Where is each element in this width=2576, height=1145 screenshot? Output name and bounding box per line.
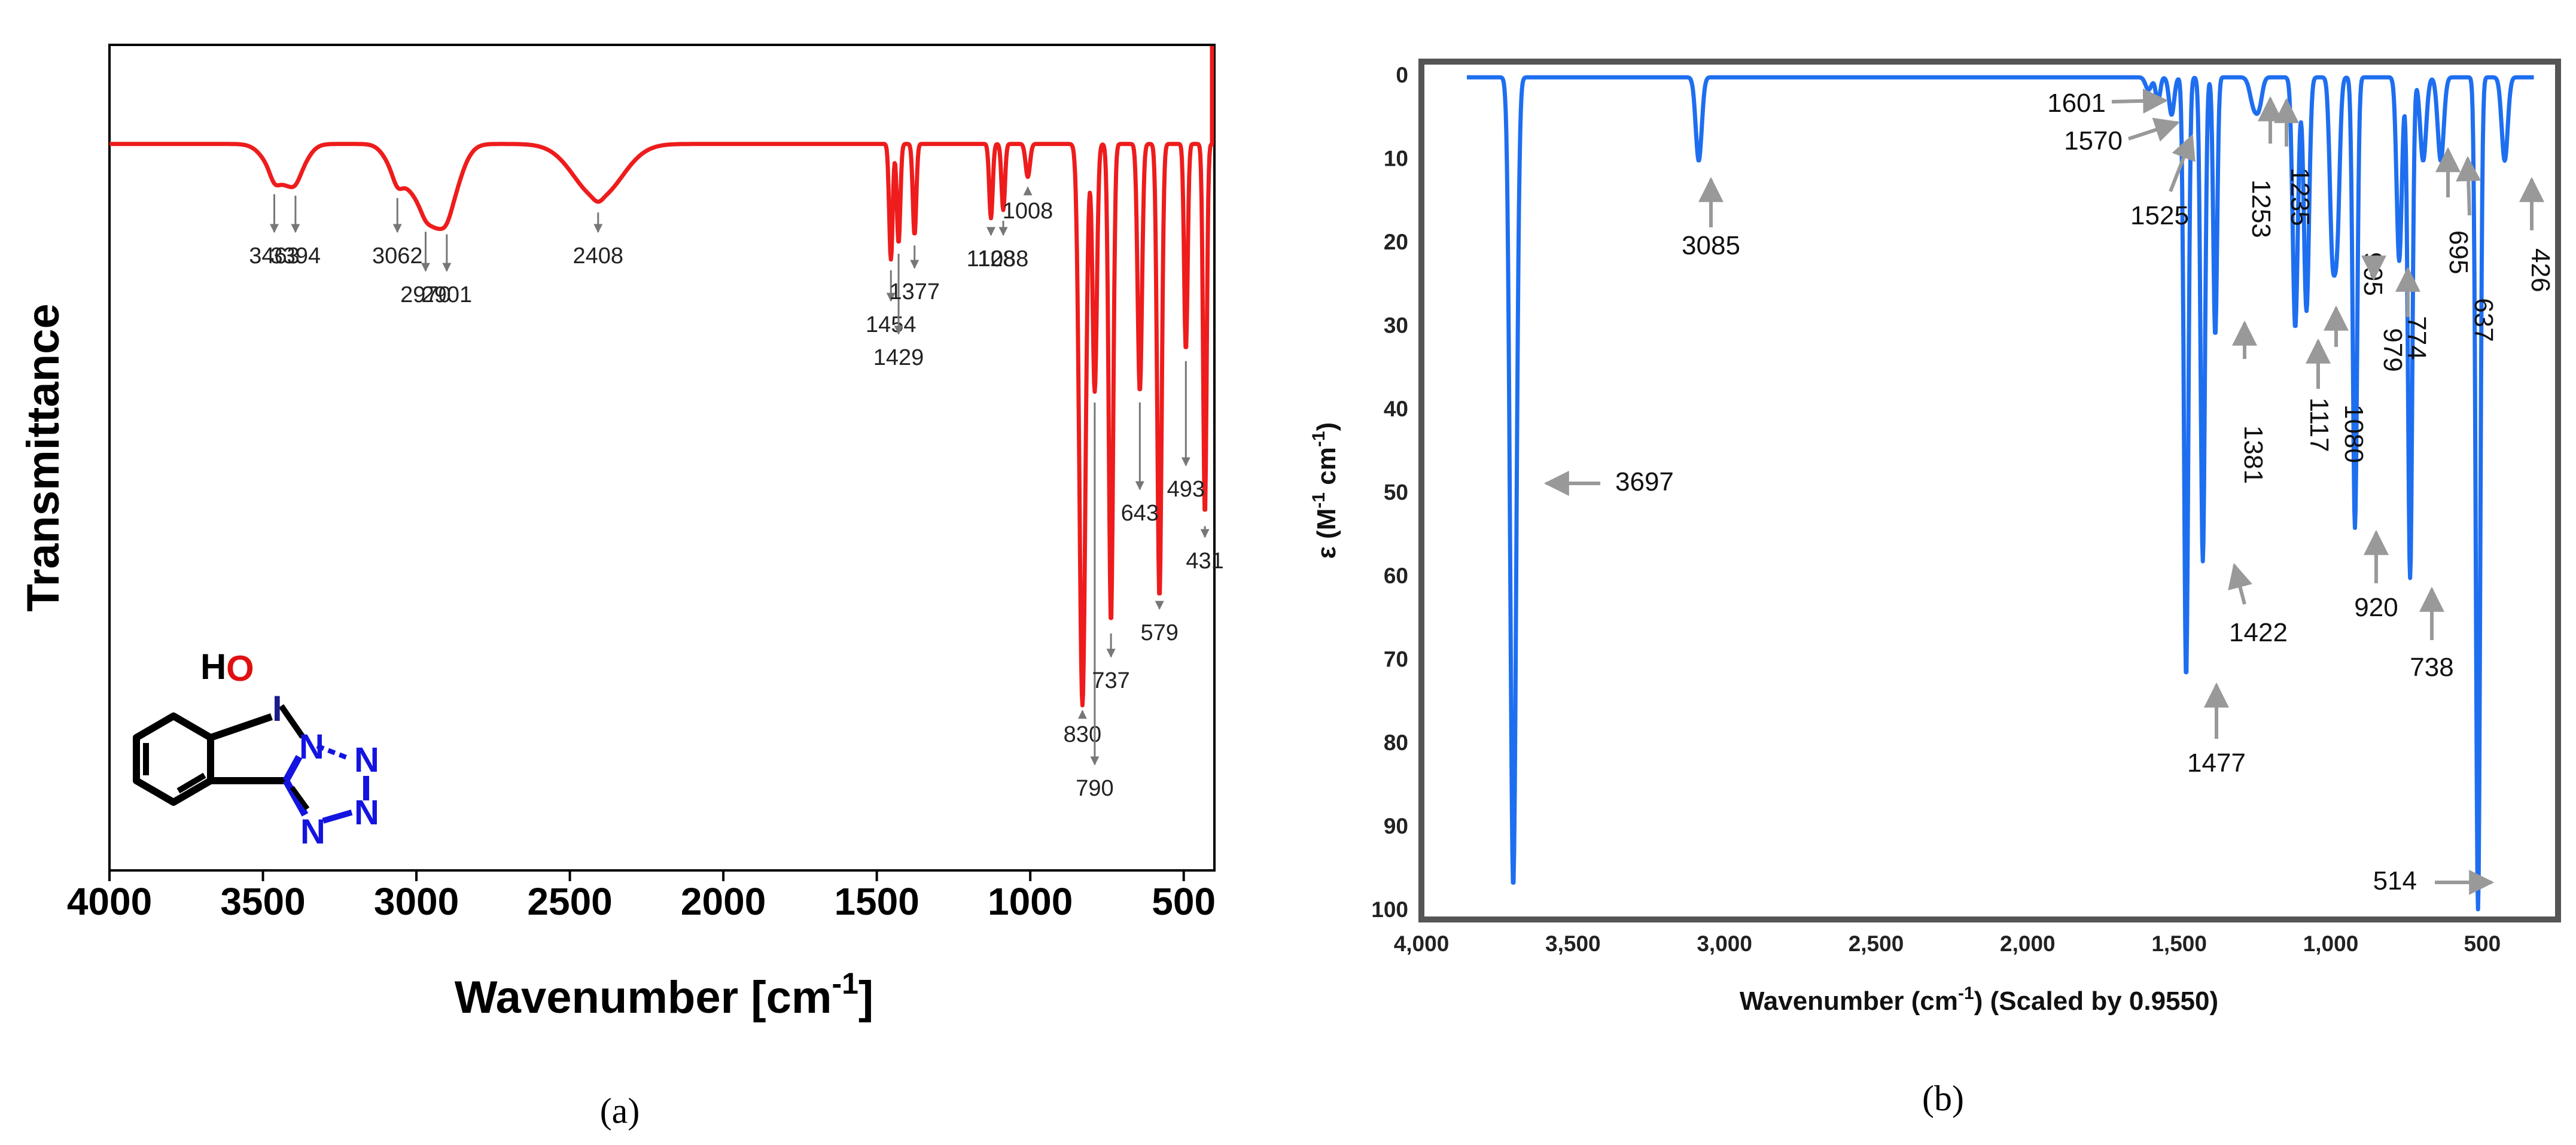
y-axis-label-b: ε (M-1 cm-1) (1309, 422, 1341, 559)
x-axis-label-a: Wavenumber [cm-1] (455, 967, 873, 1023)
peak-label-a: 2901 (422, 282, 473, 307)
x-tick-label-b: 500 (2464, 931, 2501, 956)
peak-label-a: 1454 (866, 312, 916, 337)
peak-label-b: 1422 (2229, 618, 2288, 647)
atom-n3-label: N (354, 793, 379, 832)
y-tick-label-b: 100 (1371, 897, 1408, 922)
spectrum-line-b (1465, 75, 2535, 912)
x-tick-label-b: 3,000 (1697, 931, 1752, 956)
peak-label-a: 790 (1076, 776, 1113, 801)
peak-label-a: 1088 (978, 246, 1029, 272)
peak-label-a: 493 (1167, 477, 1205, 502)
peak-arrow-b (2228, 562, 2252, 605)
peak-label-a: 643 (1121, 501, 1159, 526)
caption-b: (b) (1922, 1079, 1964, 1118)
plot-frame-b (1418, 59, 2561, 922)
y-tick-label-b: 40 (1384, 397, 1408, 421)
y-tick-label-b: 20 (1384, 230, 1408, 254)
peak-label-a: 579 (1140, 620, 1178, 645)
peak-label-b: 1080 (2339, 404, 2368, 463)
peak-label-b: 920 (2354, 593, 2398, 622)
x-tick-label-a: 3000 (374, 880, 459, 923)
peak-label-b: 774 (2402, 316, 2431, 360)
molecule-structure: H O I N N N N (133, 647, 379, 851)
x-tick-label-a: 2500 (527, 880, 612, 923)
peak-label-a: 1008 (1003, 199, 1053, 224)
peak-label-b: 1477 (2187, 748, 2246, 778)
x-tick-label-b: 4,000 (1394, 931, 1450, 956)
y-tick-label-b: 50 (1384, 480, 1408, 505)
x-tick-label-a: 500 (1152, 880, 1216, 923)
peak-label-a: 2970 (400, 282, 451, 307)
y-tick-label-b: 70 (1384, 647, 1408, 672)
atom-n4-label: N (300, 812, 325, 851)
peak-label-a: 431 (1186, 549, 1223, 574)
peak-label-b: 1381 (2239, 425, 2268, 484)
y-tick-label-b: 0 (1396, 63, 1408, 87)
x-tick-label-b: 2,500 (1849, 931, 1904, 956)
peak-label-b: 1235 (2285, 168, 2315, 226)
peak-label-a: 2408 (573, 243, 624, 269)
peak-label-b: 3085 (1682, 231, 1740, 260)
peak-label-a: 1429 (873, 345, 924, 370)
peak-label-b: 1525 (2130, 201, 2189, 230)
x-tick-label-a: 3500 (220, 880, 305, 923)
x-tick-label-a: 4000 (67, 880, 152, 923)
y-axis-label-a: Transmittance (18, 303, 69, 611)
x-axis-ticks-a: 4000 3500 3000 2500 2000 1500 1000 500 (67, 870, 1216, 923)
peak-label-b: 1570 (2064, 126, 2123, 156)
peak-label-a: 3062 (372, 243, 423, 269)
y-tick-label-b: 80 (1384, 730, 1408, 755)
peak-label-b: 1601 (2047, 89, 2106, 118)
panel-a: 4000 3500 3000 2500 2000 1500 1000 500 34633394… (18, 44, 1224, 1131)
y-tick-label-b: 10 (1384, 147, 1408, 171)
x-tick-label-b: 2,000 (2000, 931, 2056, 956)
x-axis-ticks-b: 4,000 3,500 3,000 2,500 2,000 1,500 1,000 500 (1394, 931, 2501, 956)
peak-annotations-b: 3697 3085 1601 1570 1525 1477 1422 1381 1253 1235… (1543, 88, 2555, 896)
peak-label-a: 1377 (889, 279, 940, 304)
y-axis-ticks-b: 0 10 20 30 40 50 60 70 80 90 100 (1371, 63, 1408, 922)
panel-b: 0 10 20 30 40 50 60 70 80 90 100 4,000 3,500 3,000 2,… (1309, 59, 2561, 1118)
atom-n2-label: N (354, 741, 379, 779)
caption-a: (a) (600, 1091, 640, 1131)
peak-label-b: 514 (2373, 866, 2417, 896)
x-tick-label-b: 3,500 (1545, 931, 1601, 956)
peak-label-a: 830 (1064, 722, 1101, 747)
atom-h-label: H (200, 647, 226, 687)
peak-label-a: 1128 (967, 246, 1016, 272)
peak-arrow-b (2111, 88, 2169, 114)
x-tick-label-a: 1000 (988, 880, 1073, 923)
peak-label-b: 637 (2469, 298, 2498, 342)
peak-label-b: 426 (2526, 248, 2555, 292)
peak-arrow-b (2128, 117, 2180, 142)
peak-label-b: 738 (2410, 653, 2453, 682)
peak-label-a: 737 (1092, 668, 1129, 693)
x-tick-label-b: 1,500 (2151, 931, 2207, 956)
peak-label-b: 695 (2444, 230, 2473, 274)
peak-label-b: 1253 (2246, 179, 2276, 238)
atom-i-label: I (272, 689, 282, 729)
peak-label-a: 3463 (249, 243, 300, 269)
x-tick-label-a: 2000 (681, 880, 766, 923)
y-tick-label-b: 60 (1384, 564, 1408, 588)
plot-frame-a (108, 44, 1216, 872)
x-tick-label-a: 1500 (834, 880, 919, 923)
atom-o-label: O (226, 648, 254, 689)
peak-arrow-b (2456, 156, 2481, 216)
spectrum-line-a (108, 46, 1214, 708)
x-tick-label-b: 1,000 (2303, 931, 2359, 956)
x-axis-label-b: Wavenumber (cm-1) (Scaled by 0.9550) (1740, 983, 2218, 1016)
y-tick-label-b: 90 (1384, 814, 1408, 839)
peak-label-a: 3394 (270, 243, 321, 269)
peak-label-b: 1117 (2304, 397, 2334, 452)
y-tick-label-b: 30 (1384, 313, 1408, 338)
peak-arrow-b (2169, 134, 2196, 193)
peak-label-b: 3697 (1615, 467, 1674, 497)
atom-n1-label: N (299, 727, 324, 766)
peak-label-b: 979 (2378, 328, 2407, 371)
